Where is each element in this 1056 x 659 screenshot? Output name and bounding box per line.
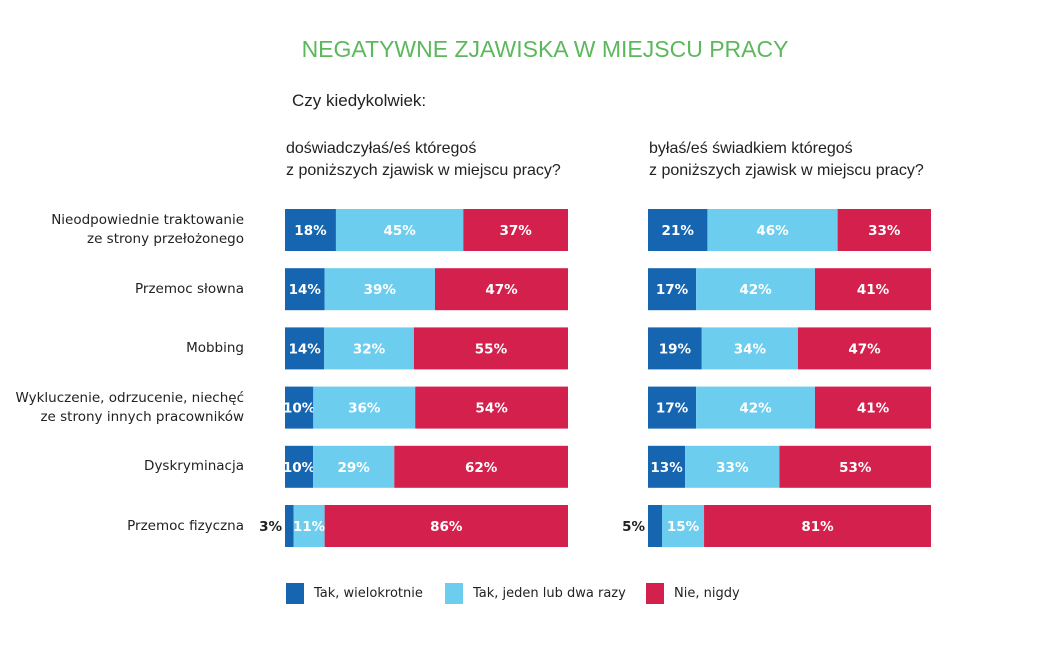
bar-value-label: 41% (857, 401, 890, 417)
legend-swatch-often (286, 583, 304, 604)
bar-value-label: 55% (475, 341, 508, 357)
bar-segment-never (814, 386, 931, 429)
bar-segment-once (701, 327, 798, 370)
bar-segment-often (285, 327, 325, 370)
bar-value-label: 47% (485, 282, 518, 298)
bar-value-label: 19% (659, 341, 692, 357)
bar-value-label: 42% (739, 401, 772, 417)
bar-value-label: 32% (353, 341, 386, 357)
question-text: Czy kiedykolwiek: (292, 91, 427, 110)
bar-segment-often (285, 209, 336, 251)
bar-segment-never (837, 209, 931, 251)
bar-segment-never (814, 268, 931, 311)
bar-value-label: 46% (756, 223, 789, 239)
bar-value-label: 33% (868, 223, 901, 239)
right-panel-subtitle: byłaś/eś świadkiem któregoś z poniższych… (649, 138, 924, 182)
bar-value-label: 15% (667, 519, 700, 535)
bar-segment-once (293, 505, 325, 547)
bar-value-label: 37% (499, 223, 532, 239)
bar-segment-never (434, 268, 568, 311)
bar-segment-never (797, 327, 931, 370)
bar-value-label: 39% (364, 282, 397, 298)
legend-item-often: Tak, wielokrotnie (286, 583, 423, 604)
bar-segment-never (394, 445, 568, 488)
category-label: Wykluczenie, odrzucenie, niechęć ze stron… (15, 389, 245, 425)
chart-title: NEGATYWNE ZJAWISKA W MIEJSCU PRACY (301, 36, 789, 62)
bar-segment-once (707, 209, 838, 251)
legend-swatch-never (646, 583, 664, 604)
bar-segment-once (313, 386, 416, 429)
bar-segment-once (313, 445, 395, 488)
bar-segment-often (285, 268, 325, 311)
category-label: Dyskryminacja (144, 458, 244, 475)
bar-segment-often (648, 209, 708, 251)
bar-segment-often (285, 505, 294, 547)
bar-segment-often (285, 386, 314, 429)
bar-segment-once (696, 386, 815, 429)
right-subtitle-line-2: z poniższych zjawisk w miejscu pracy? (649, 162, 924, 179)
bar-value-label: 10% (283, 401, 316, 417)
left-subtitle-line-1: doświadczyłaś/eś któregoś (286, 140, 477, 157)
category-label: Przemoc fizyczna (127, 517, 244, 534)
bar-value-label: 53% (839, 460, 872, 476)
bar-value-label: 14% (288, 341, 321, 357)
bar-value-label: 17% (656, 401, 689, 417)
category-label: Przemoc słowna (135, 280, 244, 297)
bar-value-label: 36% (348, 401, 381, 417)
legend-label-once: Tak, jeden lub dwa razy (473, 586, 626, 601)
bar-segment-never (463, 209, 568, 251)
bar-segment-often (648, 505, 663, 547)
legend-item-once: Tak, jeden lub dwa razy (445, 583, 626, 604)
bar-segment-once (685, 445, 780, 488)
bar-segment-often (285, 445, 314, 488)
category-label: Nieodpowiednie traktowanie ze strony prze… (51, 212, 244, 247)
left-panel-subtitle: doświadczyłaś/eś któregoś z poniższych z… (286, 138, 561, 182)
bar-value-label: 81% (801, 519, 834, 535)
category-label: Mobbing (186, 339, 244, 356)
bar-value-label: 13% (650, 460, 683, 476)
bar-value-label: 29% (337, 460, 370, 476)
bar-value-label: 10% (283, 460, 316, 476)
bar-value-label: 45% (383, 223, 416, 239)
bar-value-label: 86% (430, 519, 463, 535)
bar-segment-never (779, 445, 931, 488)
legend-swatch-once (445, 583, 463, 604)
bar-segment-never (415, 386, 568, 429)
bar-value-label: 17% (656, 282, 689, 298)
bar-value-label: 34% (734, 341, 767, 357)
bar-value-label: 11% (293, 519, 326, 535)
bar-segment-never (324, 505, 568, 547)
bar-value-label: 3% (259, 519, 282, 535)
bar-segment-once (335, 209, 464, 251)
bar-segment-often (648, 268, 697, 311)
bar-value-label: 14% (289, 282, 322, 298)
bar-value-label: 54% (475, 401, 508, 417)
bar-value-label: 42% (739, 282, 772, 298)
bar-segment-often (648, 445, 686, 488)
bar-segment-often (648, 386, 697, 429)
legend-label-never: Nie, nigdy (674, 586, 740, 601)
bar-value-label: 21% (662, 223, 695, 239)
bar-segment-often (648, 327, 702, 370)
bar-value-label: 62% (465, 460, 498, 476)
left-subtitle-line-2: z poniższych zjawisk w miejscu pracy? (286, 162, 561, 179)
bar-value-label: 33% (716, 460, 749, 476)
bar-value-label: 18% (294, 223, 327, 239)
bar-segment-once (696, 268, 815, 311)
bar-segment-once (324, 268, 435, 311)
legend: Tak, wielokrotnie Tak, jeden lub dwa raz… (0, 583, 1056, 613)
legend-item-never: Nie, nigdy (646, 583, 740, 604)
legend-label-often: Tak, wielokrotnie (314, 586, 423, 601)
bar-value-label: 47% (848, 341, 881, 357)
bar-segment-never (413, 327, 568, 370)
bar-segment-once (324, 327, 414, 370)
bar-value-label: 41% (857, 282, 890, 298)
bar-segment-never (704, 505, 931, 547)
right-subtitle-line-1: byłaś/eś świadkiem któregoś (649, 140, 853, 157)
bar-segment-once (662, 505, 705, 547)
bar-value-label: 5% (622, 519, 645, 535)
